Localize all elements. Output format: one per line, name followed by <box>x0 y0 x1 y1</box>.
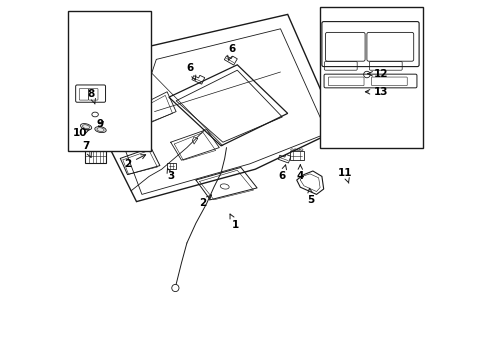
Ellipse shape <box>81 123 92 130</box>
Text: 11: 11 <box>337 168 352 183</box>
Text: 6: 6 <box>278 165 286 181</box>
Bar <box>68 11 151 151</box>
Text: 6: 6 <box>227 44 235 60</box>
Text: 7: 7 <box>82 141 91 157</box>
FancyBboxPatch shape <box>76 85 105 102</box>
Ellipse shape <box>95 127 106 132</box>
Text: 4: 4 <box>296 165 304 181</box>
Text: 13: 13 <box>365 87 388 97</box>
Bar <box>320 7 422 148</box>
FancyBboxPatch shape <box>85 148 106 163</box>
Text: 12: 12 <box>367 69 388 79</box>
FancyBboxPatch shape <box>321 22 418 67</box>
Text: 5: 5 <box>307 188 314 205</box>
Text: 2: 2 <box>123 155 145 169</box>
Text: 9: 9 <box>97 119 104 129</box>
Text: 1: 1 <box>229 214 239 230</box>
FancyBboxPatch shape <box>324 74 416 88</box>
Text: 8: 8 <box>88 89 95 104</box>
Text: 10: 10 <box>72 128 89 138</box>
Text: 2: 2 <box>199 195 211 208</box>
Text: 6: 6 <box>186 63 195 80</box>
Text: 3: 3 <box>167 168 174 181</box>
